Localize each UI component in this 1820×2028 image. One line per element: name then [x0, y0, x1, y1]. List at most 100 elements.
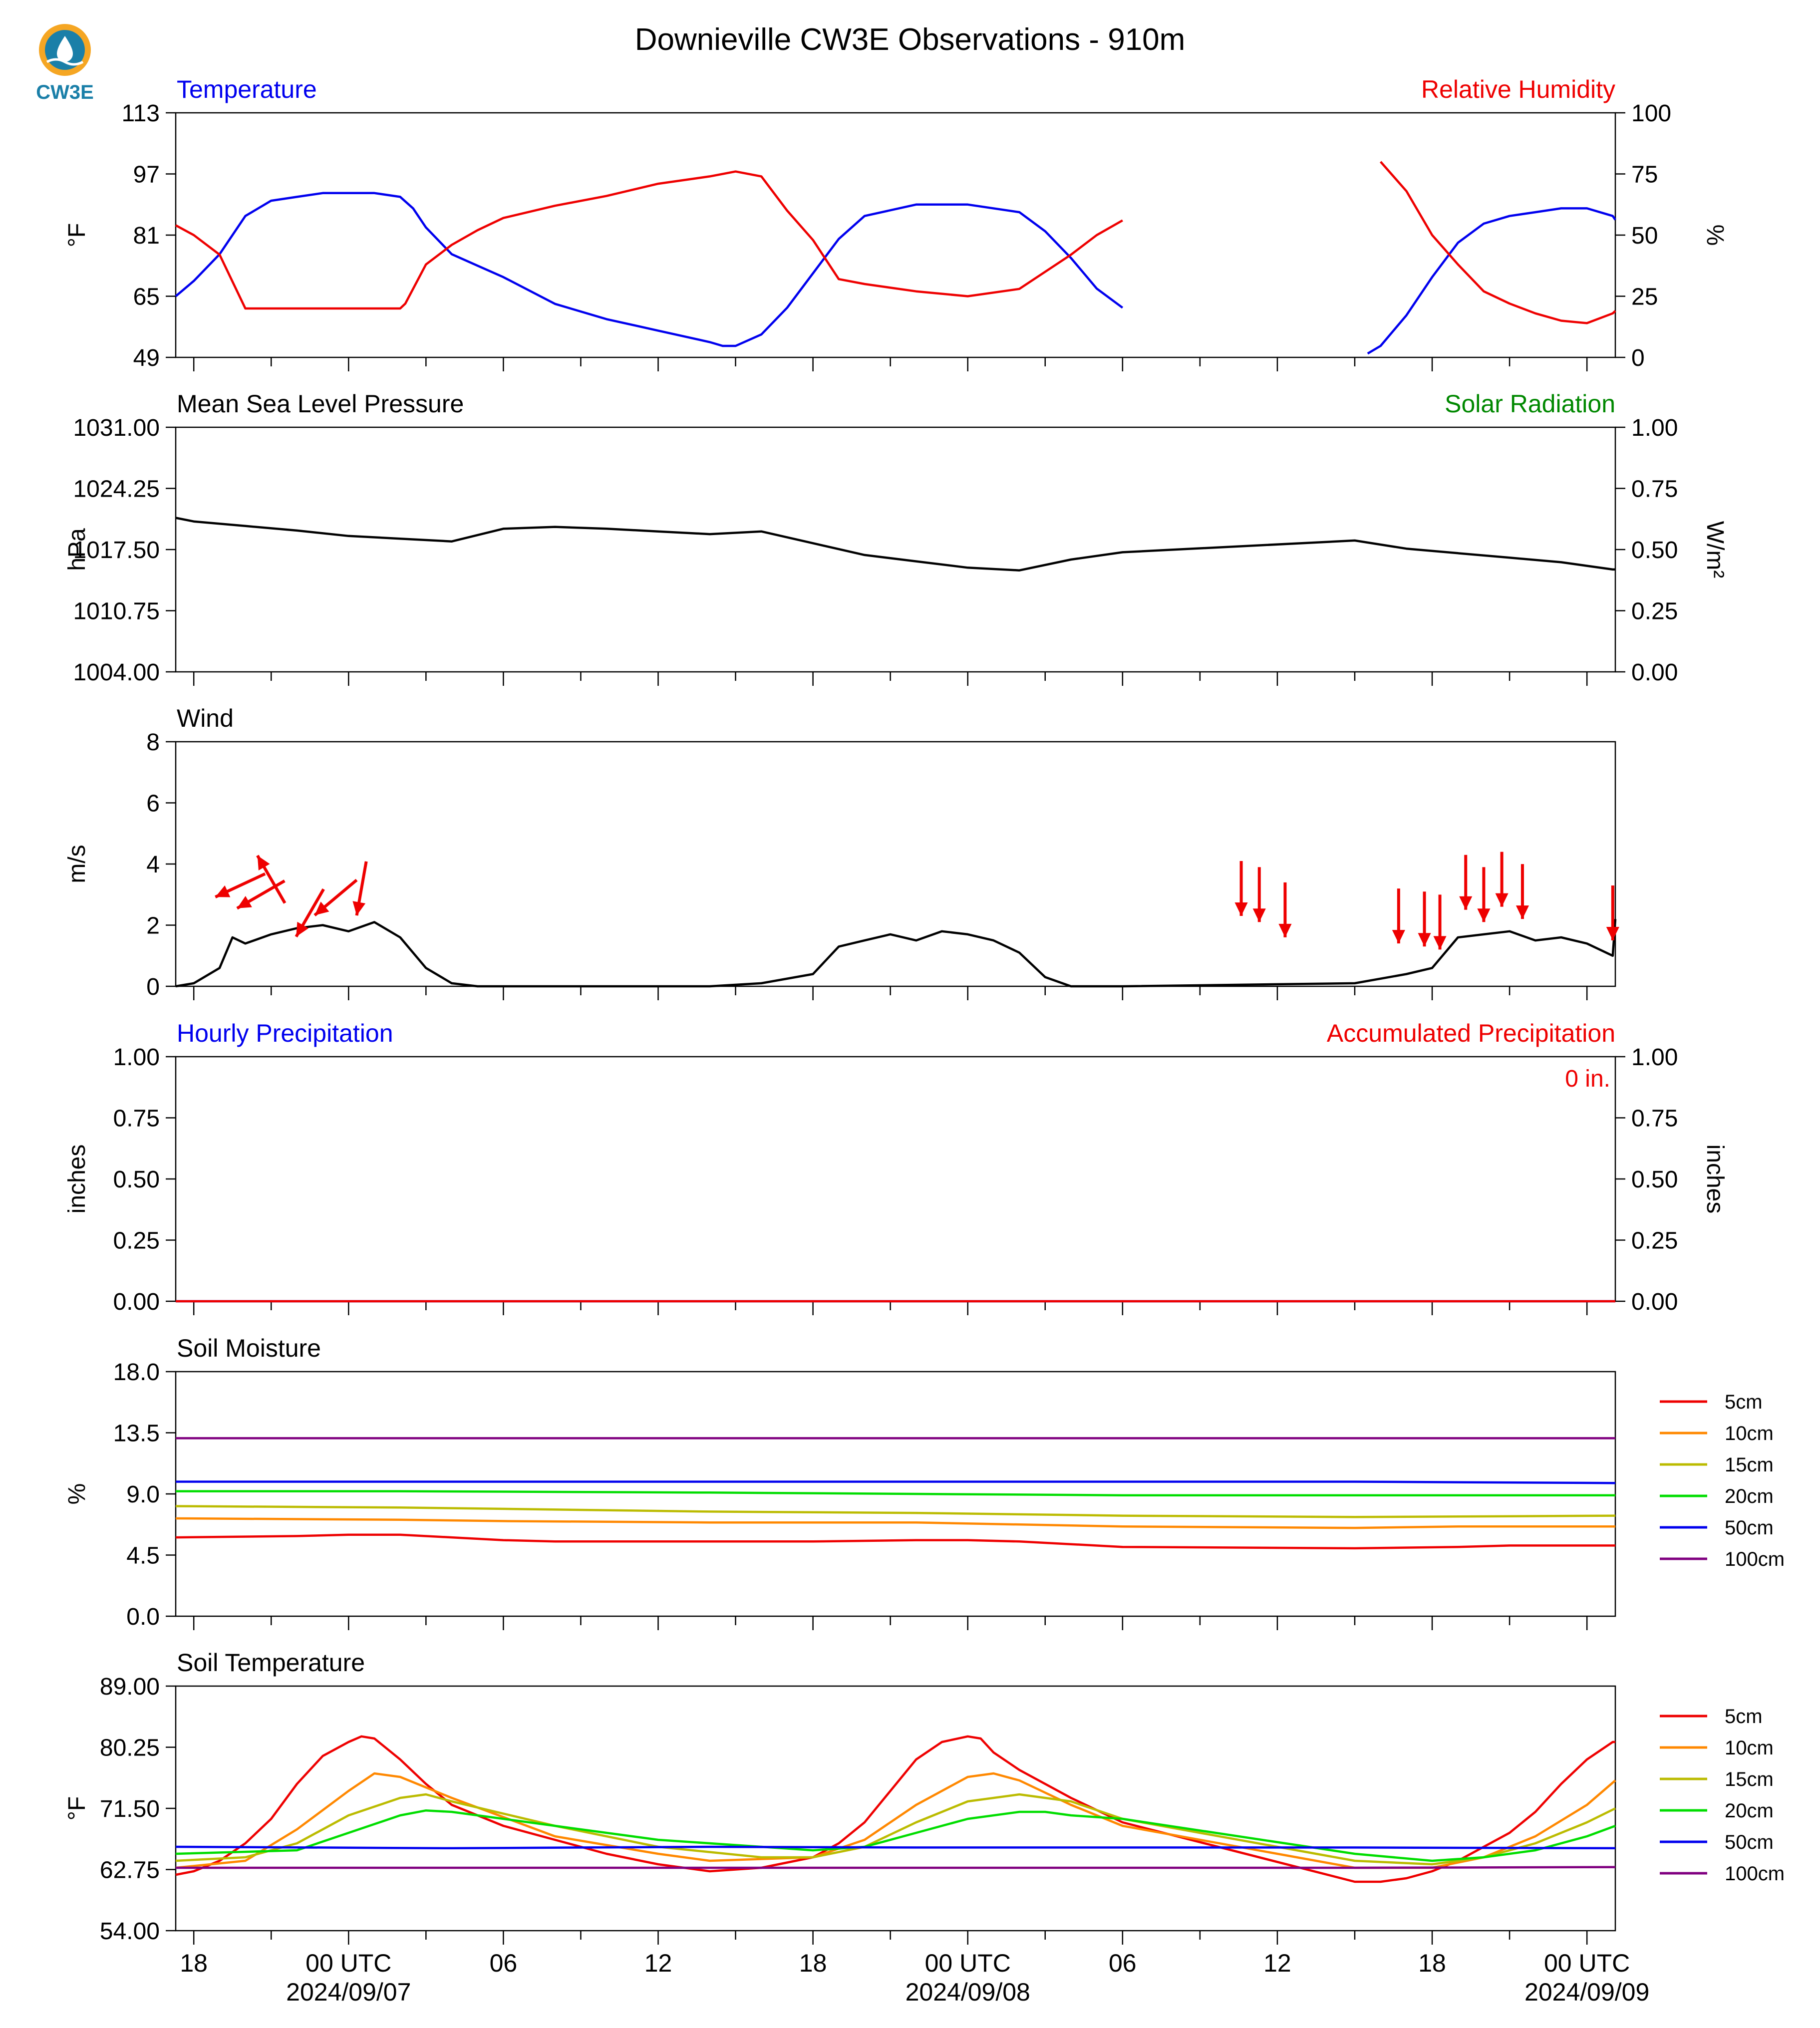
y-tick-label: 65: [133, 284, 160, 310]
wind-arrow: [1392, 888, 1405, 944]
y-tick-label: 1031.00: [73, 415, 160, 441]
y-axis-label: m/s: [64, 845, 90, 883]
legend-label: 100cm: [1725, 1863, 1785, 1885]
water-drop-icon: [57, 36, 73, 62]
y-tick-label: 0: [146, 974, 160, 1000]
y-tick-label: 1024.25: [73, 476, 160, 503]
legend-label: 100cm: [1725, 1548, 1785, 1570]
y-tick-label: 18.0: [113, 1359, 160, 1386]
x-tick-label: 06: [1109, 1949, 1137, 1977]
wind-arrow-head: [215, 885, 231, 897]
y-tick-label: 1004.00: [73, 659, 160, 686]
series-line-wind: [175, 919, 1617, 988]
legend-label: 50cm: [1725, 1517, 1774, 1539]
panel-title-right: Relative Humidity: [1421, 75, 1615, 103]
series-line-100cm: [176, 1866, 1616, 1869]
y-axis-label: %: [64, 1483, 90, 1505]
wind-arrow: [1495, 852, 1509, 907]
wind-arrow: [352, 861, 368, 916]
wind-arrow: [295, 888, 325, 938]
legend-label: 20cm: [1725, 1485, 1774, 1507]
y-tick-label-right: 1.00: [1631, 1044, 1678, 1071]
panel-title-left: Wind: [177, 704, 234, 732]
y-axis-label-right: inches: [1702, 1145, 1728, 1214]
figure-title: Downieville CW3E Observations - 910m: [635, 22, 1186, 57]
plot-frame: [175, 1685, 1616, 1932]
y-tick-label: 0.75: [113, 1106, 160, 1132]
y-tick-label-right: 0.00: [1631, 659, 1678, 686]
legend-label: 10cm: [1725, 1423, 1774, 1445]
series-line-20cm: [175, 1809, 1616, 1862]
y-tick-label: 71.50: [100, 1796, 160, 1822]
legend-label: 10cm: [1725, 1737, 1774, 1759]
depth-legend: 5cm 10cm 15cm 20cm 50cm 100cm: [1660, 1391, 1785, 1570]
panel-wind: Wind 0 2 4 6 8 m/s: [64, 704, 1619, 1000]
y-tick-label: 49: [133, 345, 160, 371]
logo-wave: [46, 58, 84, 66]
y-axis-label: inches: [64, 1145, 90, 1214]
series-line-5cm: [175, 1533, 1615, 1550]
series-line-50cm: [175, 1845, 1616, 1850]
wind-arrow: [1606, 885, 1619, 940]
legend-label: 5cm: [1725, 1391, 1763, 1413]
logo-text: CW3E: [36, 81, 94, 103]
wind-arrow-head: [296, 921, 309, 937]
wind-arrow-head: [1495, 893, 1509, 907]
wind-arrow: [1459, 855, 1473, 910]
x-tick-label: 00 UTC: [305, 1949, 391, 1977]
y-tick-label-right: 0.50: [1631, 1166, 1678, 1193]
series-line-20cm: [176, 1490, 1615, 1496]
legend-label: 5cm: [1725, 1706, 1763, 1728]
y-tick-label-right: 0.75: [1631, 476, 1678, 503]
y-tick-label: 1017.50: [73, 537, 160, 564]
y-tick-label: 2: [146, 913, 160, 939]
y-axis-label: hPa: [64, 528, 90, 571]
y-tick-label: 9.0: [126, 1481, 160, 1508]
series-line-15cm: [175, 1505, 1616, 1518]
plot-frame: [175, 112, 1616, 358]
accumulated-precip-value: 0 in.: [1565, 1066, 1610, 1092]
y-tick-label: 6: [146, 791, 160, 817]
x-tick-label: 00 UTC: [1544, 1949, 1630, 1977]
y-tick-label-right: 0.50: [1631, 537, 1678, 564]
wind-arrow-head: [1516, 905, 1529, 919]
panel-title-left: Temperature: [177, 75, 317, 103]
y-tick-label: 1010.75: [73, 598, 160, 625]
panel-pressure-solar: Mean Sea Level Pressure Solar Radiation 10…: [64, 390, 1728, 686]
y-tick-label: 0.25: [113, 1228, 160, 1254]
y-tick-label: 0.00: [113, 1289, 160, 1315]
wind-arrow-head: [1459, 896, 1473, 910]
wind-arrow-head: [1418, 933, 1431, 947]
series-line-relative-humidity: [175, 161, 1616, 324]
y-tick-label: 0.50: [113, 1166, 160, 1193]
y-tick-label: 89.00: [100, 1674, 160, 1700]
panel-title-left: Soil Moisture: [177, 1334, 321, 1362]
x-tick-label: 06: [490, 1949, 518, 1977]
y-tick-label-right: 0.25: [1631, 598, 1678, 625]
y-tick-label: 13.5: [113, 1421, 160, 1447]
cw3e-logo: CW3E: [36, 24, 94, 103]
series-line-10cm: [175, 1517, 1615, 1529]
wind-arrow: [313, 878, 358, 917]
x-tick-label: 18: [180, 1949, 208, 1977]
wind-arrow-head: [1477, 908, 1491, 922]
wind-arrow: [1278, 882, 1292, 937]
y-tick-label-right: 50: [1631, 223, 1658, 249]
wind-arrow: [1418, 891, 1431, 947]
wind-arrow-head: [257, 855, 270, 870]
y-tick-label-right: 25: [1631, 284, 1658, 310]
legend-label: 15cm: [1725, 1454, 1774, 1476]
y-tick-label: 0.0: [126, 1604, 160, 1630]
wind-arrow: [1516, 864, 1529, 919]
y-axis-label-right: %: [1702, 225, 1728, 246]
wind-arrow-head: [352, 901, 366, 916]
x-tick-label: 18: [799, 1949, 827, 1977]
panel-title-left: Mean Sea Level Pressure: [177, 390, 464, 418]
wind-arrow-head: [1234, 902, 1248, 916]
wind-arrow-head: [237, 895, 252, 908]
x-tick-label: 12: [1263, 1949, 1291, 1977]
wind-arrow: [215, 872, 266, 898]
plot-frame: [175, 741, 1616, 987]
y-tick-label: 62.75: [100, 1857, 160, 1884]
